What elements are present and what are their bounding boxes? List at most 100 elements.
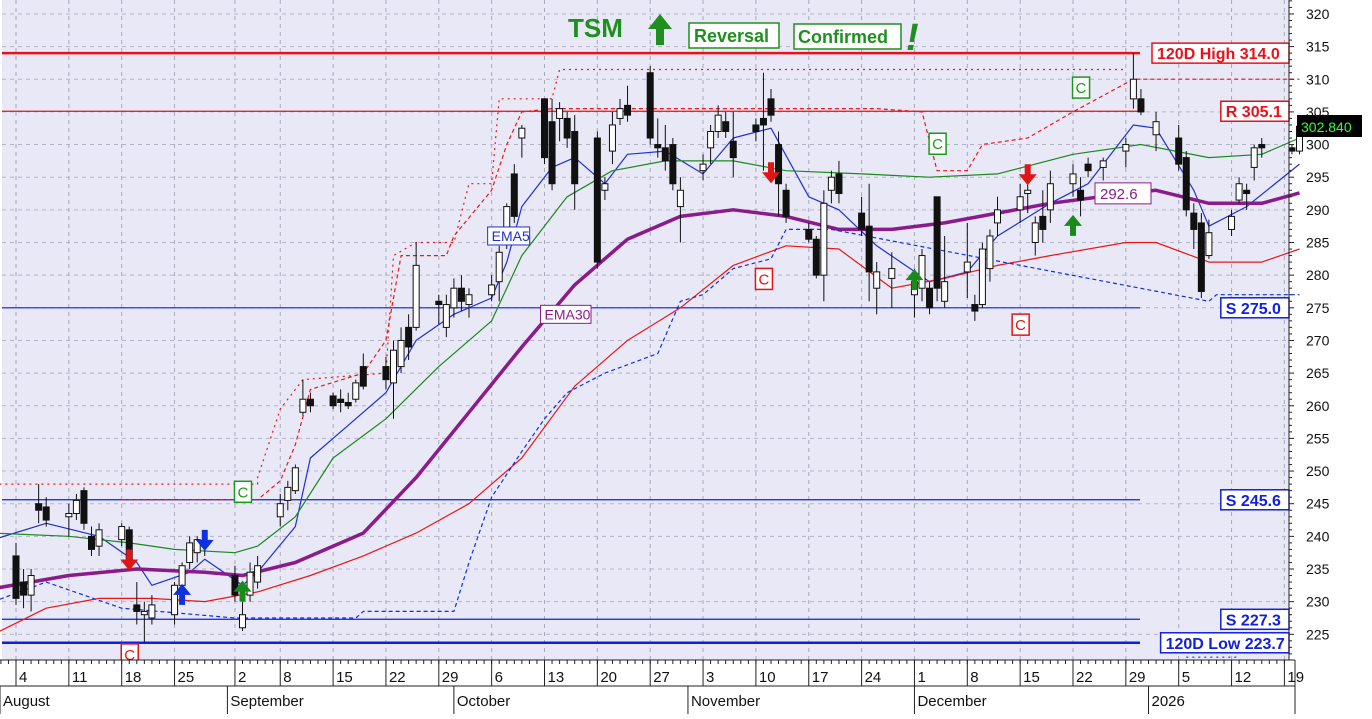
candle-body-down bbox=[1039, 215, 1047, 230]
y-tick-label: 250 bbox=[1306, 463, 1330, 479]
candle bbox=[1031, 216, 1039, 256]
buy-arrow-icon bbox=[905, 269, 924, 291]
c-marker-label: C bbox=[758, 271, 769, 288]
candle bbox=[1235, 177, 1243, 204]
ema30-value-box bbox=[1094, 182, 1152, 205]
candle bbox=[1250, 144, 1258, 181]
candle bbox=[329, 392, 337, 410]
candle-body-down bbox=[669, 144, 677, 185]
candle-body-down bbox=[563, 117, 571, 139]
candle bbox=[676, 177, 684, 243]
series-ema10 bbox=[0, 137, 1300, 554]
candle bbox=[95, 523, 103, 556]
c-marker-label: C bbox=[1015, 317, 1026, 334]
candle bbox=[276, 493, 284, 527]
candle bbox=[873, 262, 881, 315]
candle-body-up bbox=[1129, 78, 1137, 100]
x-tick-label: 11 bbox=[72, 669, 88, 686]
candle-body-down bbox=[661, 147, 669, 162]
candle bbox=[926, 281, 934, 315]
candle bbox=[616, 98, 624, 125]
c-marker-box bbox=[1011, 313, 1030, 336]
candle bbox=[118, 523, 126, 547]
candle bbox=[1122, 138, 1130, 168]
series-label-box bbox=[487, 226, 531, 246]
x-tick-label: 19 bbox=[1287, 669, 1304, 686]
candle-body-up bbox=[1228, 215, 1236, 230]
candle bbox=[563, 111, 571, 148]
candle bbox=[1175, 124, 1183, 171]
x-tick-label: 20 bbox=[600, 669, 617, 686]
candle-body-up bbox=[246, 571, 254, 596]
candle-body-up bbox=[518, 127, 526, 139]
candle bbox=[759, 72, 767, 171]
candle-body-up bbox=[994, 209, 1001, 224]
candle-body-up bbox=[186, 542, 194, 563]
candle-body-up bbox=[699, 163, 707, 172]
candle bbox=[20, 569, 28, 609]
x-tick-label: 15 bbox=[1023, 669, 1040, 686]
candle bbox=[80, 487, 88, 530]
candle-body-down bbox=[133, 604, 141, 612]
level-label: 120D High 314.0 bbox=[1157, 46, 1280, 63]
series-label: EMA30 bbox=[545, 306, 591, 322]
y-tick-label: 230 bbox=[1306, 594, 1330, 610]
candle-body-up bbox=[193, 539, 201, 554]
x-tick-label: 3 bbox=[706, 669, 714, 686]
candle-body-down bbox=[1182, 157, 1190, 211]
candle-body-up bbox=[397, 339, 405, 368]
candle bbox=[231, 565, 239, 602]
candle bbox=[820, 190, 828, 302]
candle-body-down bbox=[541, 98, 548, 159]
candle bbox=[1016, 183, 1024, 223]
candle bbox=[556, 102, 564, 142]
candles bbox=[12, 53, 1303, 643]
month-label: 2026 bbox=[1152, 693, 1185, 710]
candle bbox=[1046, 170, 1054, 223]
candle-body-down bbox=[835, 173, 843, 195]
candle-body-up bbox=[352, 382, 360, 400]
candle-body-down bbox=[971, 304, 979, 312]
y-axis: 225 230 235 240 245 250 255 260 265 270 275 280 285 2… bbox=[1288, 0, 1330, 660]
candle-body-down bbox=[337, 398, 345, 403]
candle bbox=[1243, 183, 1251, 210]
candle bbox=[457, 275, 465, 312]
candle bbox=[1039, 190, 1047, 243]
candle bbox=[518, 124, 526, 158]
candle bbox=[1182, 151, 1190, 217]
series-label: EMA5 bbox=[492, 228, 530, 244]
y-tick-label: 275 bbox=[1306, 300, 1330, 316]
candle-body-up bbox=[963, 261, 971, 273]
candle-body-up bbox=[465, 294, 473, 306]
candle-body-down bbox=[1077, 189, 1085, 201]
candle bbox=[133, 582, 141, 625]
candle bbox=[442, 294, 450, 338]
candle-body-down bbox=[344, 401, 352, 407]
sell-arrow-icon bbox=[120, 549, 139, 571]
x-tick-label: 10 bbox=[759, 669, 776, 686]
candle-body-down bbox=[782, 189, 790, 217]
candle bbox=[1129, 53, 1137, 109]
series-label-box bbox=[540, 304, 592, 324]
candle-body-up bbox=[276, 503, 284, 518]
candle-body-down bbox=[20, 581, 28, 596]
x-tick-label: 29 bbox=[442, 669, 459, 686]
candle-body-down bbox=[593, 137, 601, 263]
candle bbox=[65, 503, 73, 537]
candle-body-down bbox=[1197, 222, 1205, 292]
candle-body-down bbox=[42, 506, 50, 521]
candle bbox=[541, 98, 548, 165]
candle bbox=[978, 242, 986, 308]
title-exclaim: ! bbox=[906, 17, 919, 59]
y-tick-label: 300 bbox=[1306, 137, 1330, 153]
candle-body-down bbox=[571, 130, 579, 185]
c-marker-box bbox=[754, 267, 774, 291]
candle-body-down bbox=[812, 238, 820, 276]
candle bbox=[450, 278, 458, 318]
x-tick-label: 22 bbox=[389, 669, 406, 686]
candle bbox=[495, 245, 503, 302]
candle-body-up bbox=[95, 529, 103, 547]
candle-body-up bbox=[284, 486, 292, 501]
